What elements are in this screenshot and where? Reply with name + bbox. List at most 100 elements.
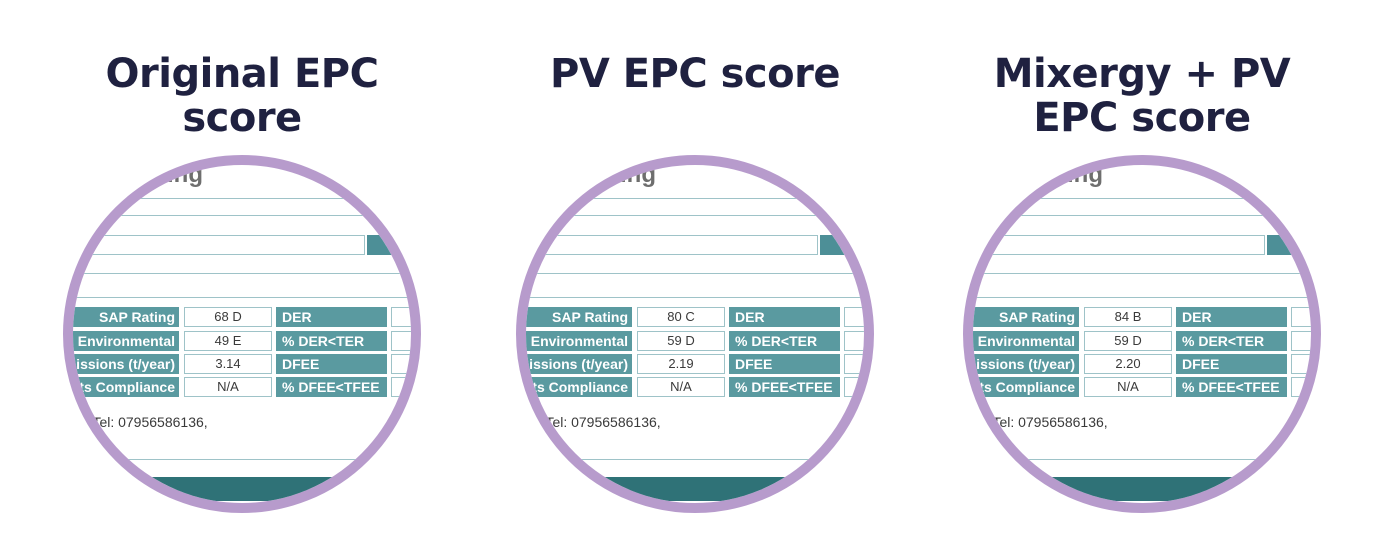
divider (73, 273, 411, 274)
row-label-secondary: DER (1176, 307, 1287, 327)
document-heading: g Dwelling (83, 161, 203, 188)
panel-title-line2: score (182, 95, 302, 141)
panel-title-line2: EPC score (1033, 95, 1251, 141)
row-label-secondary: DER (729, 307, 840, 327)
row-value: 49 E (184, 331, 272, 351)
divider (73, 198, 411, 199)
contact-line: ldfield, Tom Oldfield, Tel: 07956586136, (963, 414, 1108, 430)
document-heading: g Dwelling (983, 161, 1103, 188)
divider (526, 215, 864, 216)
panel-title-line1: PV EPC score (550, 51, 840, 97)
magnifier-lens: g Dwelling SAP Rating 80 C DER Environme… (516, 155, 874, 513)
magnifier-lens: g Dwelling SAP Rating 84 B DER Environme… (963, 155, 1321, 513)
row-label-secondary: % DER<TER (729, 331, 840, 351)
document-heading: g Dwelling (536, 161, 656, 188)
row-label-secondary: % DFEE<TFEE (1176, 377, 1287, 397)
row-label-secondary: DFEE (276, 354, 387, 374)
row-label-secondary: % DER<TER (1176, 331, 1287, 351)
row-value-secondary (844, 331, 864, 351)
divider (73, 215, 411, 216)
address-field (973, 235, 1265, 255)
row-label: Emissions (t/year) (73, 354, 179, 374)
row-label-secondary: DER (276, 307, 387, 327)
row-value-secondary (391, 307, 411, 327)
row-label: Environmental (973, 331, 1079, 351)
epc-panel-original: Original EPC score g Dwelling SAP Rating… (42, 0, 442, 552)
panel-title: PV EPC score (495, 52, 895, 96)
contact-email: mixergy.co.uk (516, 433, 554, 449)
panel-title: Mixergy + PV EPC score (942, 52, 1342, 140)
address-field-button (1267, 235, 1297, 255)
divider (73, 297, 411, 298)
epc-document: g Dwelling SAP Rating 84 B DER Environme… (963, 165, 1311, 503)
assessor-contact: ldfield, Tom Oldfield, Tel: 07956586136,… (516, 413, 661, 451)
address-field-button (820, 235, 850, 255)
row-value-secondary (844, 377, 864, 397)
divider (526, 297, 864, 298)
row-label: Emissions (t/year) (973, 354, 1079, 374)
row-value-secondary (1291, 307, 1311, 327)
divider (526, 273, 864, 274)
epc-panel-pv: PV EPC score g Dwelling SAP Rating 80 C … (495, 0, 895, 552)
row-label: Environmental (73, 331, 179, 351)
row-value: 68 D (184, 307, 272, 327)
divider (526, 459, 864, 460)
row-label: ents Compliance (73, 377, 179, 397)
row-value-secondary (1291, 354, 1311, 374)
divider (73, 459, 411, 460)
row-value: 59 D (1084, 331, 1172, 351)
row-label: ents Compliance (526, 377, 632, 397)
row-value: N/A (637, 377, 725, 397)
row-value-secondary (391, 354, 411, 374)
row-label: SAP Rating (973, 307, 1079, 327)
row-label-secondary: % DER<TER (276, 331, 387, 351)
row-value: 59 D (637, 331, 725, 351)
divider (526, 198, 864, 199)
address-field (526, 235, 818, 255)
row-value-secondary (1291, 331, 1311, 351)
divider (973, 215, 1311, 216)
magnifier-lens: g Dwelling SAP Rating 68 D DER Environme… (63, 155, 421, 513)
row-value-secondary (391, 377, 411, 397)
row-value-secondary (844, 354, 864, 374)
row-value: 84 B (1084, 307, 1172, 327)
row-value: N/A (184, 377, 272, 397)
row-label-secondary: DFEE (729, 354, 840, 374)
row-value: 2.20 (1084, 354, 1172, 374)
row-value-secondary (391, 331, 411, 351)
contact-line: ldfield, Tom Oldfield, Tel: 07956586136, (516, 414, 661, 430)
divider (973, 297, 1311, 298)
epc-panel-mixergy-pv: Mixergy + PV EPC score g Dwelling SAP Ra… (942, 0, 1342, 552)
divider (973, 273, 1311, 274)
row-value-secondary (1291, 377, 1311, 397)
row-value-secondary (844, 307, 864, 327)
address-field (73, 235, 365, 255)
footer-date-bar: n: 02.12.2021 (73, 477, 411, 501)
row-label: Emissions (t/year) (526, 354, 632, 374)
panel-title-line1: Original EPC (105, 51, 379, 97)
row-label: ents Compliance (973, 377, 1079, 397)
address-field-button (367, 235, 397, 255)
footer-date-bar: n: 02.12.2021 (973, 477, 1311, 501)
panel-title-line1: Mixergy + PV (993, 51, 1291, 97)
row-label: SAP Rating (73, 307, 179, 327)
divider (973, 198, 1311, 199)
footer-date-bar: n: 02.12.2021 (526, 477, 864, 501)
row-label: SAP Rating (526, 307, 632, 327)
row-label-secondary: DFEE (1176, 354, 1287, 374)
contact-line: ldfield, Tom Oldfield, Tel: 07956586136, (63, 414, 208, 430)
assessor-contact: ldfield, Tom Oldfield, Tel: 07956586136,… (63, 413, 208, 451)
contact-email: mixergy.co.uk (63, 433, 101, 449)
row-value: N/A (1084, 377, 1172, 397)
row-value: 2.19 (637, 354, 725, 374)
epc-document: g Dwelling SAP Rating 80 C DER Environme… (516, 165, 864, 503)
contact-email: mixergy.co.uk (963, 433, 1001, 449)
row-value: 80 C (637, 307, 725, 327)
panel-title: Original EPC score (42, 52, 442, 140)
row-label: Environmental (526, 331, 632, 351)
row-value: 3.14 (184, 354, 272, 374)
assessor-contact: ldfield, Tom Oldfield, Tel: 07956586136,… (963, 413, 1108, 451)
divider (973, 459, 1311, 460)
row-label-secondary: % DFEE<TFEE (276, 377, 387, 397)
row-label-secondary: % DFEE<TFEE (729, 377, 840, 397)
